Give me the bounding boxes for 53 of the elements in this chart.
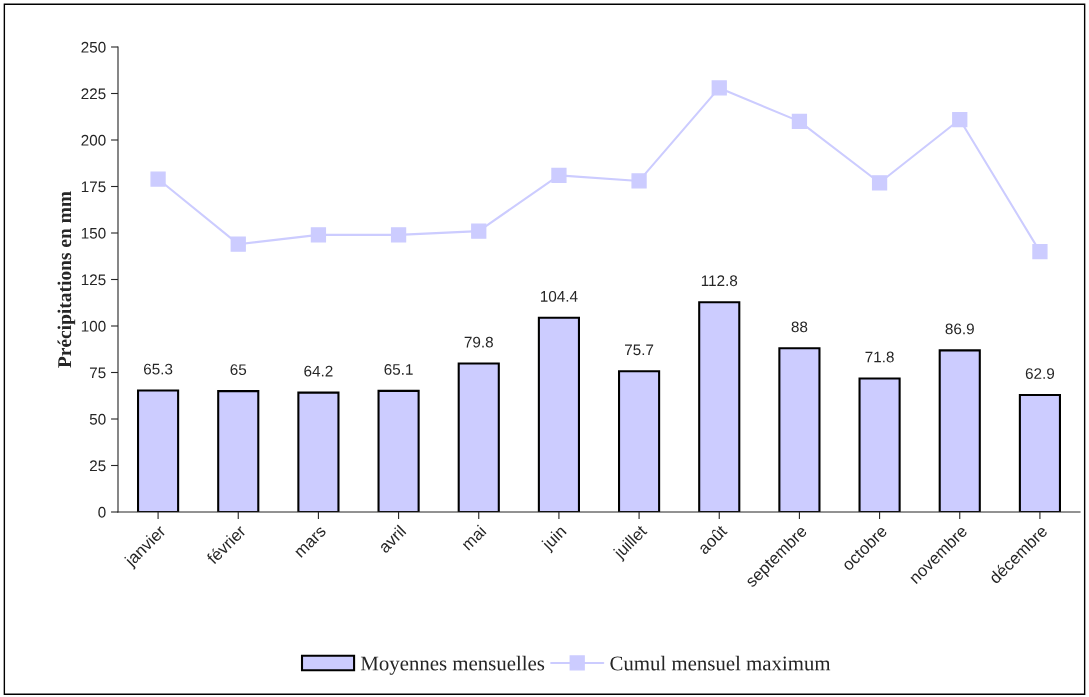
point xyxy=(952,111,968,128)
data-label: 112.8 xyxy=(701,275,738,287)
legend-label: Moyennes mensuelles xyxy=(360,655,545,675)
y-tick-label: 175 xyxy=(81,181,106,193)
bar xyxy=(377,389,420,512)
point xyxy=(310,227,327,243)
data-label: 65 xyxy=(230,364,247,376)
point xyxy=(390,227,407,243)
data-label: 71.8 xyxy=(865,351,894,363)
x-tick-label: août xyxy=(696,523,728,555)
data-label: 65.3 xyxy=(143,363,173,375)
point xyxy=(471,223,487,239)
bar xyxy=(137,389,180,512)
bar xyxy=(1018,393,1061,512)
bar xyxy=(537,316,580,512)
bar xyxy=(698,301,741,512)
y-tick-label: 125 xyxy=(81,274,106,286)
x-tick-label: juin xyxy=(540,524,570,554)
y-tick-label: 50 xyxy=(89,413,106,425)
y-tick-label: 250 xyxy=(81,41,106,53)
bar xyxy=(938,349,981,512)
bar xyxy=(618,370,661,512)
data-label: 79.8 xyxy=(464,336,493,348)
point xyxy=(230,236,246,252)
data-label: 88 xyxy=(791,321,808,333)
y-axis-title: Précipitations en mm xyxy=(57,191,76,368)
bar xyxy=(778,347,821,512)
y-tick-label: 75 xyxy=(89,367,106,379)
point xyxy=(631,173,647,189)
y-tick-label: 200 xyxy=(81,134,106,146)
point xyxy=(1032,243,1048,260)
data-label: 104.4 xyxy=(540,290,578,302)
bar xyxy=(858,377,901,512)
y-tick-label: 0 xyxy=(98,506,106,518)
x-tick-label: mai xyxy=(460,524,487,551)
bar xyxy=(217,390,260,512)
y-tick-label: 100 xyxy=(81,320,106,332)
data-label: 64.2 xyxy=(304,365,333,377)
point xyxy=(871,175,888,191)
data-label: 86.9 xyxy=(945,323,974,335)
point xyxy=(791,113,808,130)
point xyxy=(711,80,727,96)
data-label: 75.7 xyxy=(625,344,654,356)
data-label: 65.1 xyxy=(384,364,413,375)
bar xyxy=(297,391,340,512)
y-tick-label: 150 xyxy=(81,227,106,239)
y-tick-label: 25 xyxy=(89,460,106,472)
data-label: 62.9 xyxy=(1025,368,1055,379)
point xyxy=(551,167,567,183)
y-tick-label: 225 xyxy=(81,88,106,100)
point xyxy=(150,171,166,187)
legend-label: Cumul mensuel maximum xyxy=(610,655,831,671)
bar xyxy=(457,362,500,512)
